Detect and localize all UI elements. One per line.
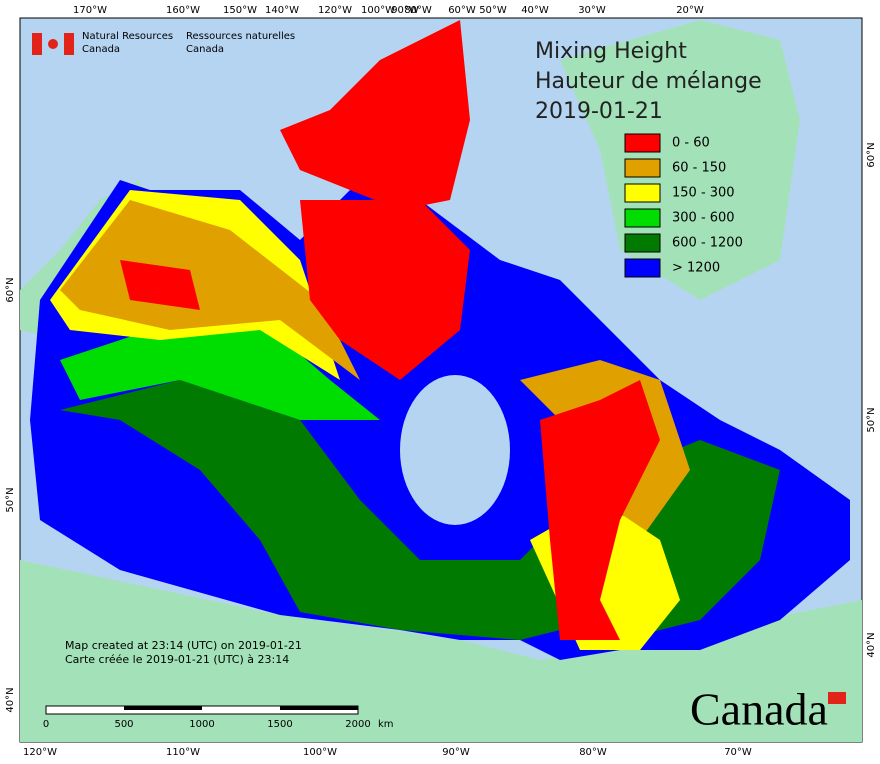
lon-label: 150°W <box>223 5 257 16</box>
map-note: Map created at 23:14 (UTC) on 2019-01-21 <box>65 639 302 652</box>
legend-swatch <box>624 183 661 203</box>
lon-label: 30°W <box>578 5 606 16</box>
legend-swatch <box>624 158 661 178</box>
usa <box>20 560 862 742</box>
lon-label: 50°W <box>479 5 507 16</box>
lon-label: 90°W <box>442 747 470 758</box>
scale-label: 2000 <box>345 719 370 730</box>
agency-name-fr: Canada <box>186 44 224 55</box>
lat-label: 50°N <box>5 487 16 512</box>
lat-label: 40°N <box>5 687 16 712</box>
lon-label: 120°W <box>318 5 352 16</box>
agency-name-fr: Ressources naturelles <box>186 31 295 42</box>
legend-title: Mixing Height <box>535 39 687 64</box>
zone-300-600 <box>60 320 380 420</box>
flag-bar <box>32 33 42 55</box>
scale-unit: km <box>378 719 394 730</box>
hudson-bay <box>400 375 510 525</box>
greenland <box>560 20 800 300</box>
legend-label: 0 - 60 <box>672 136 710 151</box>
lon-label: 80°W <box>579 747 607 758</box>
lon-label: 160°W <box>166 5 200 16</box>
agency-name-en: Canada <box>82 44 120 55</box>
lon-label: 140°W <box>265 5 299 16</box>
legend-title: 2019-01-21 <box>535 99 663 124</box>
land <box>20 20 862 742</box>
wordmark-flag <box>828 692 846 704</box>
legend-label: 150 - 300 <box>672 186 735 201</box>
zone-red-quebec <box>540 380 660 640</box>
zone-red-arctic <box>280 20 470 210</box>
lat-label: 40°N <box>866 632 877 657</box>
lon-label: 100°W <box>303 747 337 758</box>
legend-title: Hauteur de mélange <box>535 69 762 94</box>
legend-label: > 1200 <box>672 261 720 276</box>
lon-label: 70°W <box>724 747 752 758</box>
legend-label: 600 - 1200 <box>672 236 743 251</box>
lon-label: 80°W <box>404 5 432 16</box>
lat-label: 60°N <box>866 142 877 167</box>
legend-label: 60 - 150 <box>672 161 726 176</box>
lon-label: 120°W <box>23 747 57 758</box>
lon-label: 60°W <box>448 5 476 16</box>
scale-label: 1000 <box>189 719 214 730</box>
lon-label: 100°W <box>361 5 395 16</box>
scale-label: 0 <box>43 719 49 730</box>
lat-label: 50°N <box>866 407 877 432</box>
legend-swatch <box>624 133 661 153</box>
zone-red-nunavut <box>300 200 470 380</box>
wordmark: Canada <box>690 684 828 735</box>
scale-bar-seg <box>280 706 358 710</box>
zone-60-150 <box>60 200 360 380</box>
nrcan-logo <box>32 33 74 55</box>
lon-label: 110°W <box>166 747 200 758</box>
legend-label: 300 - 600 <box>672 211 735 226</box>
flag-bar <box>64 33 74 55</box>
scale-label: 500 <box>114 719 133 730</box>
agency-name-en: Natural Resources <box>82 31 173 42</box>
lon-label: 90°W <box>391 5 419 16</box>
legend-swatch <box>624 208 661 228</box>
map-note: Carte créée le 2019-01-21 (UTC) à 23:14 <box>65 653 289 666</box>
scale-label: 1500 <box>267 719 292 730</box>
zone-600-1200 <box>60 380 600 640</box>
zone-red-nw <box>120 260 200 310</box>
lon-label: 20°W <box>676 5 704 16</box>
lat-label: 60°N <box>5 277 16 302</box>
lon-label: 40°W <box>521 5 549 16</box>
lon-label: 170°W <box>73 5 107 16</box>
legend-swatch <box>624 233 661 253</box>
flag-leaf <box>48 39 58 49</box>
scale-bar-seg <box>124 706 202 710</box>
legend-swatch <box>624 258 661 278</box>
